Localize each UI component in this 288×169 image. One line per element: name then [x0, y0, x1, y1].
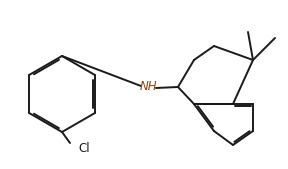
Text: Cl: Cl [78, 141, 90, 154]
Text: NH: NH [139, 80, 157, 93]
